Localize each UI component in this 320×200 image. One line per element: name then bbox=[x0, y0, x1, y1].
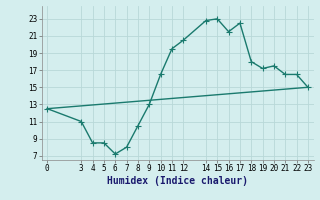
X-axis label: Humidex (Indice chaleur): Humidex (Indice chaleur) bbox=[107, 176, 248, 186]
